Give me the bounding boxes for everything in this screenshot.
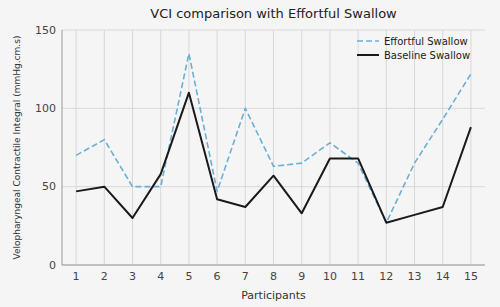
chart: 050100150123456789101112131415Effortful …	[0, 0, 500, 307]
legend-swatch	[357, 54, 379, 56]
x-tick-label: 7	[242, 270, 249, 283]
x-axis-line	[62, 265, 485, 266]
series-line	[76, 54, 471, 223]
lines	[76, 54, 471, 223]
y-tick-label: 150	[35, 24, 56, 37]
legend-label: Effortful Swallow	[384, 36, 468, 47]
x-tick-label: 15	[464, 270, 478, 283]
y-tick-label: 50	[42, 180, 56, 193]
y-axis-label: Velopharyngeal Contractile Integral (mmH…	[12, 36, 22, 260]
x-tick-label: 14	[436, 270, 450, 283]
title: VCI comparison with Effortful Swallow	[150, 6, 397, 21]
y-tick-label: 100	[35, 102, 56, 115]
x-tick-label: 10	[323, 270, 337, 283]
x-tick-label: 3	[129, 270, 136, 283]
x-axis-label: Participants	[241, 289, 306, 302]
x-tick-label: 5	[185, 270, 192, 283]
x-tick-label: 6	[214, 270, 221, 283]
x-tick-label: 12	[379, 270, 393, 283]
x-tick-label: 9	[298, 270, 305, 283]
legend: Effortful Swallow Baseline Swallow	[357, 36, 470, 61]
x-tick-label: 13	[408, 270, 422, 283]
x-grid-line	[245, 30, 246, 265]
legend-label: Baseline Swallow	[384, 50, 470, 61]
x-grid-line	[470, 30, 471, 265]
x-grid-line	[358, 30, 359, 265]
background	[0, 0, 500, 307]
x-grid-line	[414, 30, 415, 265]
y-grid-line	[62, 265, 485, 266]
x-grid-line	[104, 30, 105, 265]
x-tick-label: 2	[101, 270, 108, 283]
grid	[62, 30, 485, 265]
x-grid-line	[329, 30, 330, 265]
x-grid-line	[273, 30, 274, 265]
y-axis-line	[62, 30, 63, 265]
x-tick-label: 8	[270, 270, 277, 283]
x-grid-line	[160, 30, 161, 265]
x-grid-line	[386, 30, 387, 265]
x-tick-label: 11	[351, 270, 365, 283]
x-grid-line	[301, 30, 302, 265]
legend-swatch	[357, 40, 379, 42]
x-tick-label: 1	[73, 270, 80, 283]
x-grid-line	[217, 30, 218, 265]
x-grid-line	[188, 30, 189, 265]
x-grid-line	[76, 30, 77, 265]
series-line	[76, 93, 471, 223]
x-tick-label: 4	[157, 270, 164, 283]
y-tick-label: 0	[49, 259, 56, 272]
x-grid-line	[132, 30, 133, 265]
x-grid-line	[442, 30, 443, 265]
